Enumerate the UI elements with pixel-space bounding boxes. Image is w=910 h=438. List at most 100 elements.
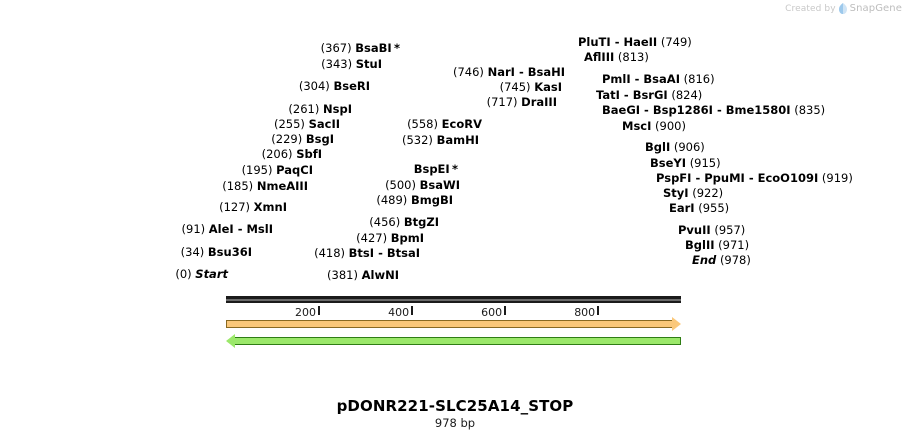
enzyme-label[interactable]: StyI (922) <box>663 187 723 199</box>
enzyme-label[interactable]: (261) NspI <box>0 103 352 115</box>
enzyme-name[interactable]: Bsu36I <box>207 245 252 259</box>
enzyme-label[interactable]: BaeGI - Bsp1286I - Bme1580I (835) <box>602 104 825 116</box>
enzyme-label[interactable]: (185) NmeAIII <box>0 180 308 192</box>
enzyme-label[interactable]: (418) BtsI - BtsaI <box>0 247 420 259</box>
site-position: (427) <box>356 231 388 245</box>
enzyme-name[interactable]: SacII <box>308 117 340 131</box>
enzyme-name[interactable]: StuI <box>355 57 382 71</box>
enzyme-name[interactable]: BglI <box>645 140 671 154</box>
enzyme-name[interactable]: NarI <box>487 65 515 79</box>
enzyme-label[interactable]: (304) BseRI <box>0 80 370 92</box>
enzyme-name[interactable]: EarI <box>669 201 695 215</box>
enzyme-label[interactable]: MscI (900) <box>622 120 686 132</box>
enzyme-label[interactable]: (427) BpmI <box>0 232 424 244</box>
enzyme-name[interactable]: BsaAI <box>643 72 680 86</box>
enzyme-label[interactable]: (746) NarI - BsaHI <box>0 66 565 78</box>
enzyme-label[interactable]: BglII (971) <box>685 239 749 251</box>
enzyme-label[interactable]: (34) Bsu36I <box>0 246 252 258</box>
enzyme-label[interactable]: AflIII (813) <box>584 51 649 63</box>
enzyme-name[interactable]: BtsI <box>348 246 375 260</box>
site-position: (489) <box>376 193 408 207</box>
enzyme-name[interactable]: BamHI <box>436 133 479 147</box>
enzyme-label[interactable]: PspFI - PpuMI - EcoO109I (919) <box>656 172 853 184</box>
plasmid-backbone-highlight <box>226 299 681 301</box>
enzyme-label[interactable]: (127) XmnI <box>0 201 287 213</box>
enzyme-name[interactable]: AleI <box>208 222 234 236</box>
enzyme-name[interactable]: BtgZI <box>403 215 439 229</box>
enzyme-name[interactable]: XmnI <box>253 200 287 214</box>
enzyme-name[interactable]: BsaBI <box>355 41 392 55</box>
enzyme-name[interactable]: BseRI <box>333 79 370 93</box>
enzyme-name[interactable]: PspFI <box>656 171 692 185</box>
enzyme-label[interactable]: (255) SacII <box>0 118 340 130</box>
enzyme-label[interactable]: BglI (906) <box>645 141 705 153</box>
enzyme-label[interactable]: (229) BsgI <box>0 133 334 145</box>
enzyme-name[interactable]: PaqCI <box>276 163 313 177</box>
enzyme-label[interactable]: BspEI * <box>0 163 458 175</box>
enzyme-name[interactable]: AlwNI <box>361 268 399 282</box>
enzyme-name[interactable]: BsgI <box>305 132 334 146</box>
enzyme-label[interactable]: (367) BsaBI * <box>0 42 400 54</box>
enzyme-name[interactable]: Bme1580I <box>725 103 791 117</box>
name-separator: - <box>712 103 726 117</box>
ruler-tick <box>504 306 507 315</box>
enzyme-label[interactable]: (0) Start <box>0 268 228 280</box>
enzyme-name[interactable]: BglII <box>685 238 715 252</box>
enzyme-label[interactable]: TatI - BsrGI (824) <box>596 89 702 101</box>
enzyme-name[interactable]: NmeAIII <box>256 179 308 193</box>
enzyme-name[interactable]: KasI <box>534 80 562 94</box>
enzyme-label[interactable]: (206) SbfI <box>0 148 322 160</box>
enzyme-label[interactable]: (745) KasI <box>0 81 562 93</box>
enzyme-name[interactable]: BmgBI <box>410 193 453 207</box>
enzyme-name[interactable]: PluTI <box>578 35 611 49</box>
enzyme-name[interactable]: DraIII <box>521 95 557 109</box>
enzyme-label[interactable]: (532) BamHI <box>0 134 479 146</box>
site-position: (185) <box>222 179 254 193</box>
enzyme-label[interactable]: EarI (955) <box>669 202 729 214</box>
enzyme-label[interactable]: PluTI - HaeII (749) <box>578 36 692 48</box>
enzyme-name[interactable]: BtsaI <box>386 246 420 260</box>
enzyme-name[interactable]: MslI <box>246 222 273 236</box>
enzyme-name[interactable]: BseYI <box>650 156 687 170</box>
enzyme-name[interactable]: End <box>692 253 717 267</box>
enzyme-label[interactable]: PmlI - BsaAI (816) <box>602 73 715 85</box>
enzyme-label[interactable]: PvuII (957) <box>678 224 745 236</box>
enzyme-name[interactable]: TatI <box>596 88 620 102</box>
site-position: (813) <box>617 50 649 64</box>
ruler-tick-label: 200 <box>295 306 317 319</box>
enzyme-label[interactable]: (91) AleI - MslI <box>0 223 273 235</box>
enzyme-name[interactable]: BsaHI <box>527 65 565 79</box>
enzyme-name[interactable]: SbfI <box>296 147 322 161</box>
enzyme-name[interactable]: BsrGI <box>632 88 668 102</box>
site-position: (919) <box>821 171 853 185</box>
enzyme-label[interactable]: (343) StuI <box>0 58 382 70</box>
enzyme-label[interactable]: (381) AlwNI <box>0 269 399 281</box>
enzyme-name[interactable]: EcoRV <box>441 117 482 131</box>
ruler-tick <box>318 306 321 315</box>
enzyme-name[interactable]: BaeGI <box>602 103 641 117</box>
enzyme-label[interactable]: BseYI (915) <box>650 157 721 169</box>
enzyme-name[interactable]: StyI <box>663 186 689 200</box>
enzyme-name[interactable]: Bsp1286I <box>652 103 713 117</box>
enzyme-name[interactable]: NspI <box>323 102 352 116</box>
enzyme-name[interactable]: PpuMI <box>704 171 745 185</box>
enzyme-name[interactable]: BspEI <box>413 162 450 176</box>
enzyme-label[interactable]: (500) BsaWI <box>0 179 460 191</box>
enzyme-name[interactable]: HaeII <box>623 35 658 49</box>
enzyme-name[interactable]: Start <box>195 267 228 281</box>
enzyme-name[interactable]: BpmI <box>390 231 424 245</box>
enzyme-label[interactable]: End (978) <box>692 254 751 266</box>
enzyme-label[interactable]: (558) EcoRV <box>0 118 482 130</box>
enzyme-name[interactable]: AflIII <box>584 50 615 64</box>
enzyme-name[interactable]: BsaWI <box>419 178 460 192</box>
enzyme-label[interactable]: (489) BmgBI <box>0 194 453 206</box>
enzyme-label[interactable]: (456) BtgZI <box>0 216 439 228</box>
enzyme-name[interactable]: MscI <box>622 119 652 133</box>
enzyme-name[interactable]: PvuII <box>678 223 711 237</box>
enzyme-label[interactable]: (195) PaqCI <box>0 164 313 176</box>
enzyme-name[interactable]: EcoO109I <box>757 171 819 185</box>
site-position: (195) <box>241 163 273 177</box>
ruler-tick <box>597 306 600 315</box>
enzyme-name[interactable]: PmlI <box>602 72 631 86</box>
enzyme-label[interactable]: (717) DraIII <box>0 96 557 108</box>
